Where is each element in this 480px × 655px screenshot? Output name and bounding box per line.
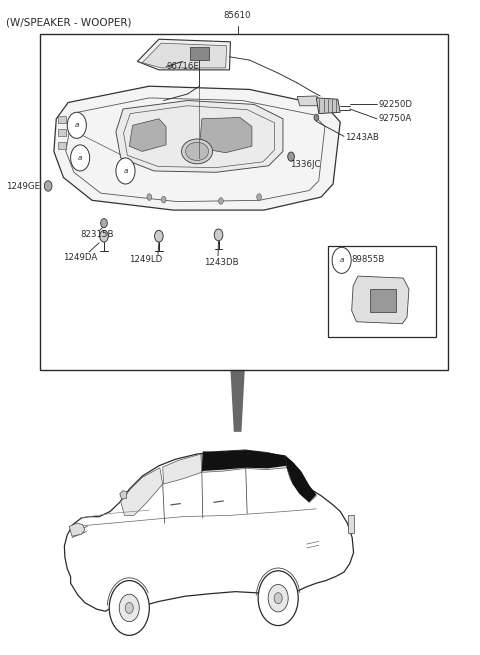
Circle shape [109,580,149,635]
Polygon shape [129,119,166,151]
Bar [58,142,66,149]
Circle shape [332,248,351,273]
Circle shape [314,114,319,121]
Ellipse shape [181,139,213,164]
Ellipse shape [186,142,208,160]
Circle shape [67,112,86,138]
Text: 82315B: 82315B [80,230,114,238]
Text: 1243DB: 1243DB [204,258,239,267]
Circle shape [71,145,90,171]
Text: 85610: 85610 [224,10,252,20]
Polygon shape [246,451,287,470]
Circle shape [214,229,223,241]
Circle shape [44,181,52,191]
Polygon shape [120,491,127,499]
Text: a: a [74,122,79,128]
Text: 92250D: 92250D [378,100,412,109]
Text: (W/SPEAKER - WOOPER): (W/SPEAKER - WOOPER) [6,18,132,28]
Circle shape [147,194,152,200]
Circle shape [125,603,133,614]
Polygon shape [69,523,85,536]
Bar [39,34,447,370]
Polygon shape [352,276,409,324]
Bar [190,47,209,60]
Polygon shape [199,117,252,153]
Text: a: a [123,168,128,174]
Circle shape [288,152,294,161]
Polygon shape [120,468,163,515]
Polygon shape [163,454,202,484]
Text: a: a [339,257,344,263]
Text: 1249DA: 1249DA [63,253,97,261]
Polygon shape [316,98,340,113]
Polygon shape [285,455,316,502]
Circle shape [257,194,262,200]
Text: a: a [78,155,83,161]
Circle shape [155,231,163,242]
Circle shape [100,231,108,242]
Circle shape [119,594,139,622]
Polygon shape [287,460,316,502]
Polygon shape [116,100,283,172]
Circle shape [258,571,298,626]
Polygon shape [297,96,321,105]
Circle shape [101,219,108,228]
Polygon shape [230,370,245,432]
Bar [328,246,436,337]
Text: 1249LD: 1249LD [129,255,163,264]
Polygon shape [202,450,246,472]
Text: 92750A: 92750A [378,114,412,123]
Circle shape [116,158,135,184]
Bar [348,515,354,533]
Polygon shape [142,43,227,68]
Text: 1249GE: 1249GE [6,182,40,191]
Bar [370,289,396,312]
Bar [58,116,66,122]
Circle shape [274,593,282,604]
Circle shape [161,196,166,203]
Text: 89855B: 89855B [351,255,384,263]
Text: 1243AB: 1243AB [345,132,379,141]
Circle shape [268,584,288,612]
Bar [58,129,66,136]
Text: 1336JC: 1336JC [290,160,321,169]
Circle shape [218,198,223,204]
Polygon shape [137,39,230,70]
Polygon shape [64,450,354,616]
Polygon shape [202,450,287,471]
Text: 96716E: 96716E [166,62,199,71]
Polygon shape [54,86,340,210]
